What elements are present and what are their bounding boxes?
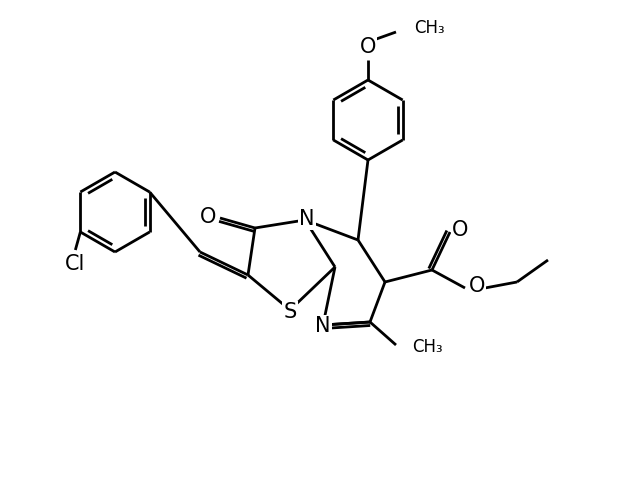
Text: O: O bbox=[469, 276, 485, 296]
Text: O: O bbox=[452, 220, 468, 240]
Text: S: S bbox=[283, 302, 297, 322]
Text: CH₃: CH₃ bbox=[414, 19, 444, 37]
Text: N: N bbox=[299, 209, 315, 229]
Text: O: O bbox=[200, 207, 216, 227]
Text: O: O bbox=[360, 37, 376, 57]
Text: Cl: Cl bbox=[65, 254, 86, 274]
Text: CH₃: CH₃ bbox=[412, 338, 443, 356]
Text: N: N bbox=[315, 316, 331, 336]
